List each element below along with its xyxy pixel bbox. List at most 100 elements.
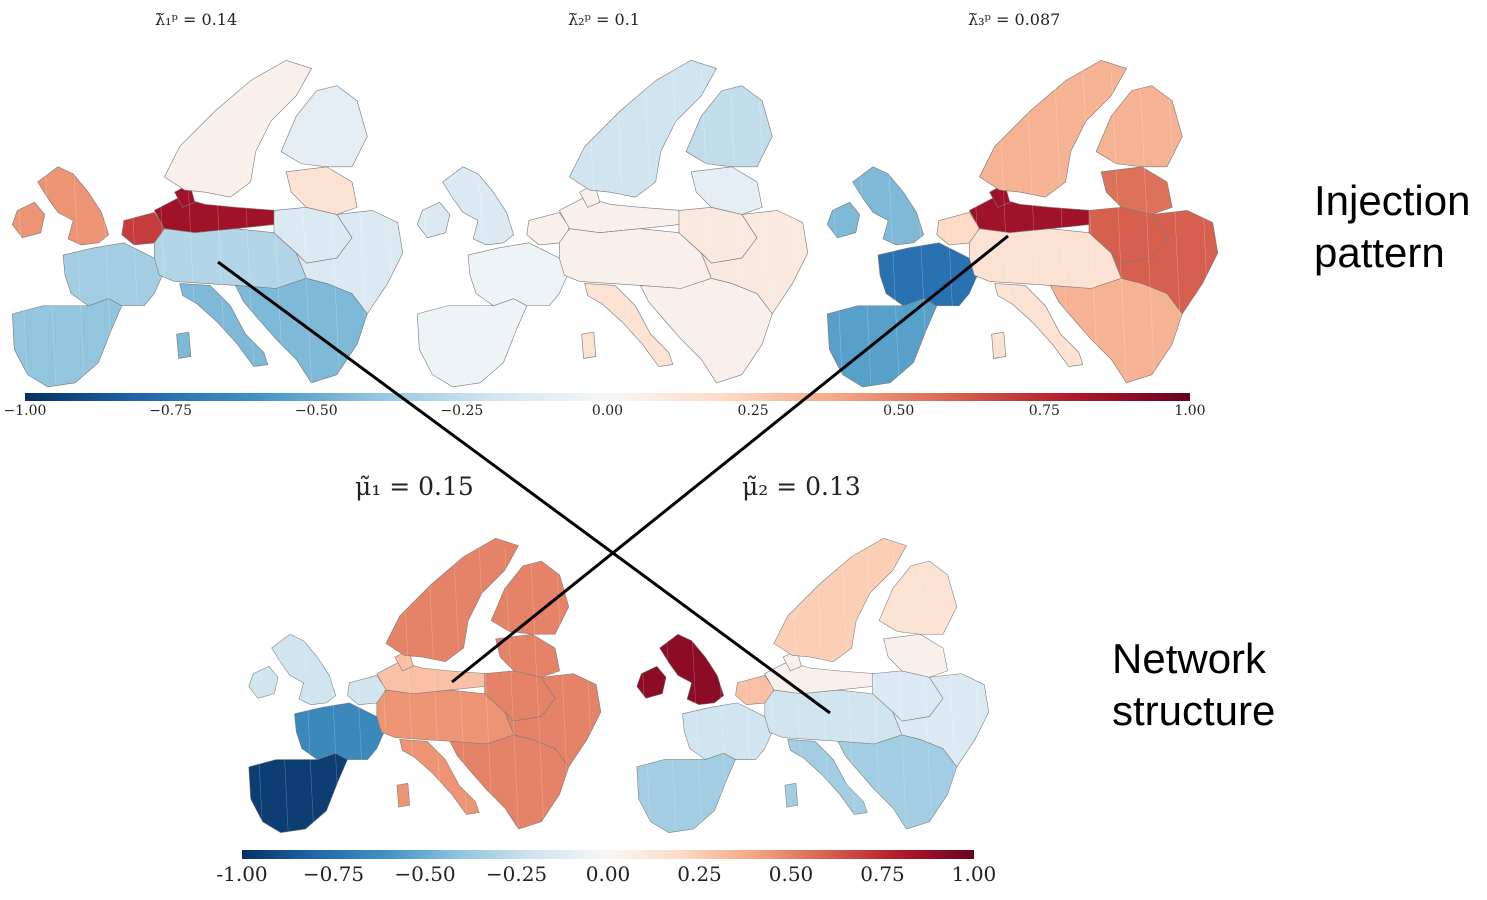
map-title-lambda1: λ̃₁ᵖ = 0.14 — [155, 10, 238, 29]
region-scandinavia — [385, 537, 519, 663]
cell-border — [1167, 70, 1184, 385]
cell-border — [997, 70, 1014, 385]
cell-border — [324, 70, 341, 385]
region-scandinavia — [164, 59, 312, 198]
cell-border — [530, 70, 547, 385]
region-scandinavia — [979, 59, 1127, 198]
cell-border — [1111, 70, 1127, 385]
region-baltics — [883, 634, 948, 678]
cell-border — [154, 70, 170, 385]
region-france — [682, 702, 773, 760]
region-sardinia — [581, 331, 597, 359]
region-italy — [399, 739, 480, 815]
region-finland — [1095, 85, 1183, 168]
cell-border — [350, 547, 366, 831]
europe-map-lambda2 — [416, 59, 809, 388]
region-sardinia — [176, 331, 192, 359]
colorbar-tick-label: 0.75 — [1028, 403, 1060, 419]
network-label-line2: structure — [1112, 687, 1276, 734]
region-britain — [659, 633, 724, 705]
region-france — [467, 242, 568, 307]
cell-border — [210, 70, 227, 385]
region-scandinavia — [773, 537, 907, 663]
cell-border — [376, 547, 391, 831]
cell-border — [615, 70, 632, 385]
cell-border — [883, 70, 900, 385]
cell-border — [97, 70, 113, 385]
colorbar-tick-label: 0.00 — [591, 403, 624, 419]
cell-border — [815, 547, 830, 831]
colorbar-tick-label: 1.00 — [1174, 403, 1206, 419]
injection-label-line2: pattern — [1314, 229, 1445, 276]
cell-border — [40, 70, 57, 385]
europe-map-mu1 — [248, 537, 602, 833]
colorbar-tick-label: 1.00 — [951, 862, 997, 886]
colorbar-tick-label: 0.25 — [677, 862, 722, 886]
cell-border — [738, 547, 754, 831]
cell-border — [453, 547, 468, 831]
cell-border — [786, 70, 802, 385]
region-italy — [994, 283, 1084, 367]
cell-border — [473, 70, 490, 385]
region-baltics — [690, 166, 763, 215]
injection-colorbar — [25, 393, 1190, 401]
cell-border — [182, 70, 199, 385]
cell-border — [530, 547, 545, 831]
cell-border — [713, 547, 728, 831]
region-sardinia — [396, 782, 410, 808]
cell-border — [841, 547, 856, 831]
cell-border — [672, 70, 689, 385]
region-italy — [787, 739, 868, 815]
network-structure-label: Network structure — [1112, 633, 1275, 737]
cell-border — [1196, 70, 1212, 385]
cell-border — [274, 547, 289, 831]
colorbar-tick-label: 0.50 — [883, 403, 915, 419]
network-colorbar — [242, 850, 974, 859]
colorbar-tick-label: −0.50 — [294, 403, 338, 419]
cell-border — [912, 70, 928, 385]
injection-label-line1: Injection — [1314, 177, 1471, 224]
colorbar-tick-label: 0.75 — [860, 862, 905, 886]
region-finland — [878, 560, 958, 635]
cell-border — [662, 547, 677, 831]
cell-border — [402, 547, 417, 831]
colorbar-tick-label: 0.25 — [737, 403, 769, 419]
cell-border — [729, 70, 746, 385]
colorbar-tick-label: −0.75 — [149, 403, 193, 419]
cell-border — [1025, 70, 1042, 385]
cell-border — [757, 70, 774, 385]
region-iberia — [248, 752, 348, 833]
region-sardinia — [784, 782, 798, 808]
cell-border — [644, 70, 660, 385]
region-baltics — [1100, 166, 1173, 215]
region-baltics — [285, 166, 358, 215]
cell-border — [555, 547, 570, 831]
cell-border — [764, 547, 779, 831]
colorbar-tick-label: 0.00 — [585, 862, 631, 886]
region-east — [701, 210, 809, 315]
cell-border — [267, 70, 284, 385]
network-label-line1: Network — [1112, 635, 1267, 682]
cell-border — [687, 547, 702, 831]
region-east — [892, 673, 990, 768]
cell-border — [239, 70, 255, 385]
region-baltics — [495, 634, 560, 678]
region-italy — [584, 283, 674, 367]
cell-border — [325, 547, 340, 831]
region-east — [504, 673, 602, 768]
cell-border — [943, 547, 958, 831]
region-iberia — [636, 752, 736, 833]
connector-line-lambda1-mu2 — [217, 260, 831, 715]
cell-border — [296, 70, 312, 385]
cell-border — [587, 70, 604, 385]
cell-border — [827, 70, 843, 385]
cell-border — [299, 547, 314, 831]
region-iberia — [11, 298, 123, 388]
region-france — [294, 702, 385, 760]
cell-border — [559, 70, 575, 385]
region-ireland — [826, 201, 861, 239]
region-britain — [271, 633, 336, 705]
cell-border — [445, 70, 462, 385]
map-title-mu2: μ̃₂ = 0.13 — [742, 472, 861, 501]
cell-border — [1139, 70, 1156, 385]
